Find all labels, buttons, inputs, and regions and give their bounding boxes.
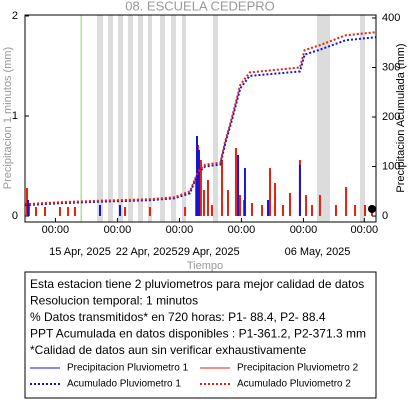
missing-data-span <box>317 15 331 222</box>
bar <box>250 203 253 216</box>
date-label: 06 May, 2025 <box>285 246 351 258</box>
bar <box>27 200 30 216</box>
x-tick-label: 00:00 <box>104 224 132 236</box>
x-tick-label: 00:00 <box>228 224 256 236</box>
accumulated-line <box>24 31 377 206</box>
bar <box>124 207 127 216</box>
bar <box>237 155 240 216</box>
missing-data-span <box>147 15 152 222</box>
info-text: Esta estacion tiene 2 pluviometros para … <box>30 277 364 291</box>
missing-data-span <box>213 15 219 222</box>
y2-tick-label: 200 <box>382 111 400 123</box>
missing-data-span <box>118 15 124 222</box>
info-text: Resolucion temporal: 1 minutos <box>30 294 198 308</box>
date-label: 29 Apr, 2025 <box>178 246 240 258</box>
date-label: 22 Apr, 2025 <box>116 246 178 258</box>
bar <box>197 150 200 216</box>
info-box <box>24 271 377 399</box>
bar <box>44 207 47 216</box>
bar <box>98 205 101 216</box>
bar <box>354 205 357 216</box>
bar <box>318 195 321 216</box>
missing-data-span <box>171 15 177 222</box>
bar <box>334 205 337 216</box>
missing-data-span <box>107 15 113 222</box>
legend-label: Acumulado Pluviometro 1 <box>67 379 181 390</box>
info-text: % Datos transmitidos* en 720 horas: P1- … <box>30 310 326 324</box>
bar <box>226 190 229 216</box>
x-tick-label: 00:00 <box>351 224 379 236</box>
bar <box>58 207 61 216</box>
bar <box>261 205 264 216</box>
bar <box>345 187 348 216</box>
bar <box>364 205 367 216</box>
bar <box>184 207 187 216</box>
legend-label: Precipitacion Pluviometro 1 <box>67 363 189 374</box>
bar <box>305 195 308 216</box>
x-axis-label: Tiempo <box>187 260 223 272</box>
missing-data-span <box>96 15 104 222</box>
bar <box>73 207 76 216</box>
bar <box>298 165 301 216</box>
info-text: PPT Acumulada en datos disponibles : P1-… <box>30 327 366 341</box>
y-axis-label: Precipitacion 1 minutos (mm) <box>2 47 14 189</box>
bar <box>34 207 37 216</box>
date-label: 15 Apr, 2025 <box>49 246 111 258</box>
bar <box>243 168 246 216</box>
plot-frame <box>24 14 377 223</box>
x-tick-label: 00:00 <box>42 224 70 236</box>
bar <box>274 183 277 216</box>
missing-data-span <box>138 15 144 222</box>
bar <box>25 188 28 216</box>
bar <box>267 200 270 216</box>
bar <box>311 205 314 216</box>
missing-data-span <box>182 15 186 222</box>
bar <box>119 205 122 216</box>
end-marker <box>368 205 376 213</box>
y-tick-label: 1 <box>12 110 18 122</box>
missing-data-span <box>359 15 366 222</box>
y2-tick-label: 100 <box>382 160 400 172</box>
bar <box>221 160 224 216</box>
x-tick-label: 00:00 <box>290 224 318 236</box>
bar <box>67 207 70 216</box>
y2-tick-label: 400 <box>382 12 400 24</box>
y2-tick-label: 300 <box>382 61 400 73</box>
bar <box>148 207 151 216</box>
bar <box>203 190 206 216</box>
legend-label: Acumulado Pluviometro 2 <box>237 379 351 390</box>
bar <box>239 195 242 216</box>
legend-label: Precipitacion Pluviometro 2 <box>237 363 359 374</box>
y-tick-label: 2 <box>12 10 18 22</box>
info-text: *Calidad de datos aun sin verificar exha… <box>30 343 306 357</box>
bar <box>199 160 202 216</box>
y2-tick-label: 0 <box>382 210 388 222</box>
missing-data-span <box>160 15 166 222</box>
bar <box>210 205 213 216</box>
bar <box>289 193 292 216</box>
y2-axis-label: Precipitacion Acumulada (mm) <box>395 43 407 192</box>
x-tick-label: 00:00 <box>166 224 194 236</box>
chart-title: 08. ESCUELA CEDEPRO <box>125 0 275 13</box>
bar <box>281 205 284 216</box>
y-tick-label: 0 <box>12 210 18 222</box>
bar <box>234 148 237 216</box>
missing-data-span <box>127 15 133 222</box>
bar <box>268 168 271 216</box>
bar <box>206 180 209 216</box>
